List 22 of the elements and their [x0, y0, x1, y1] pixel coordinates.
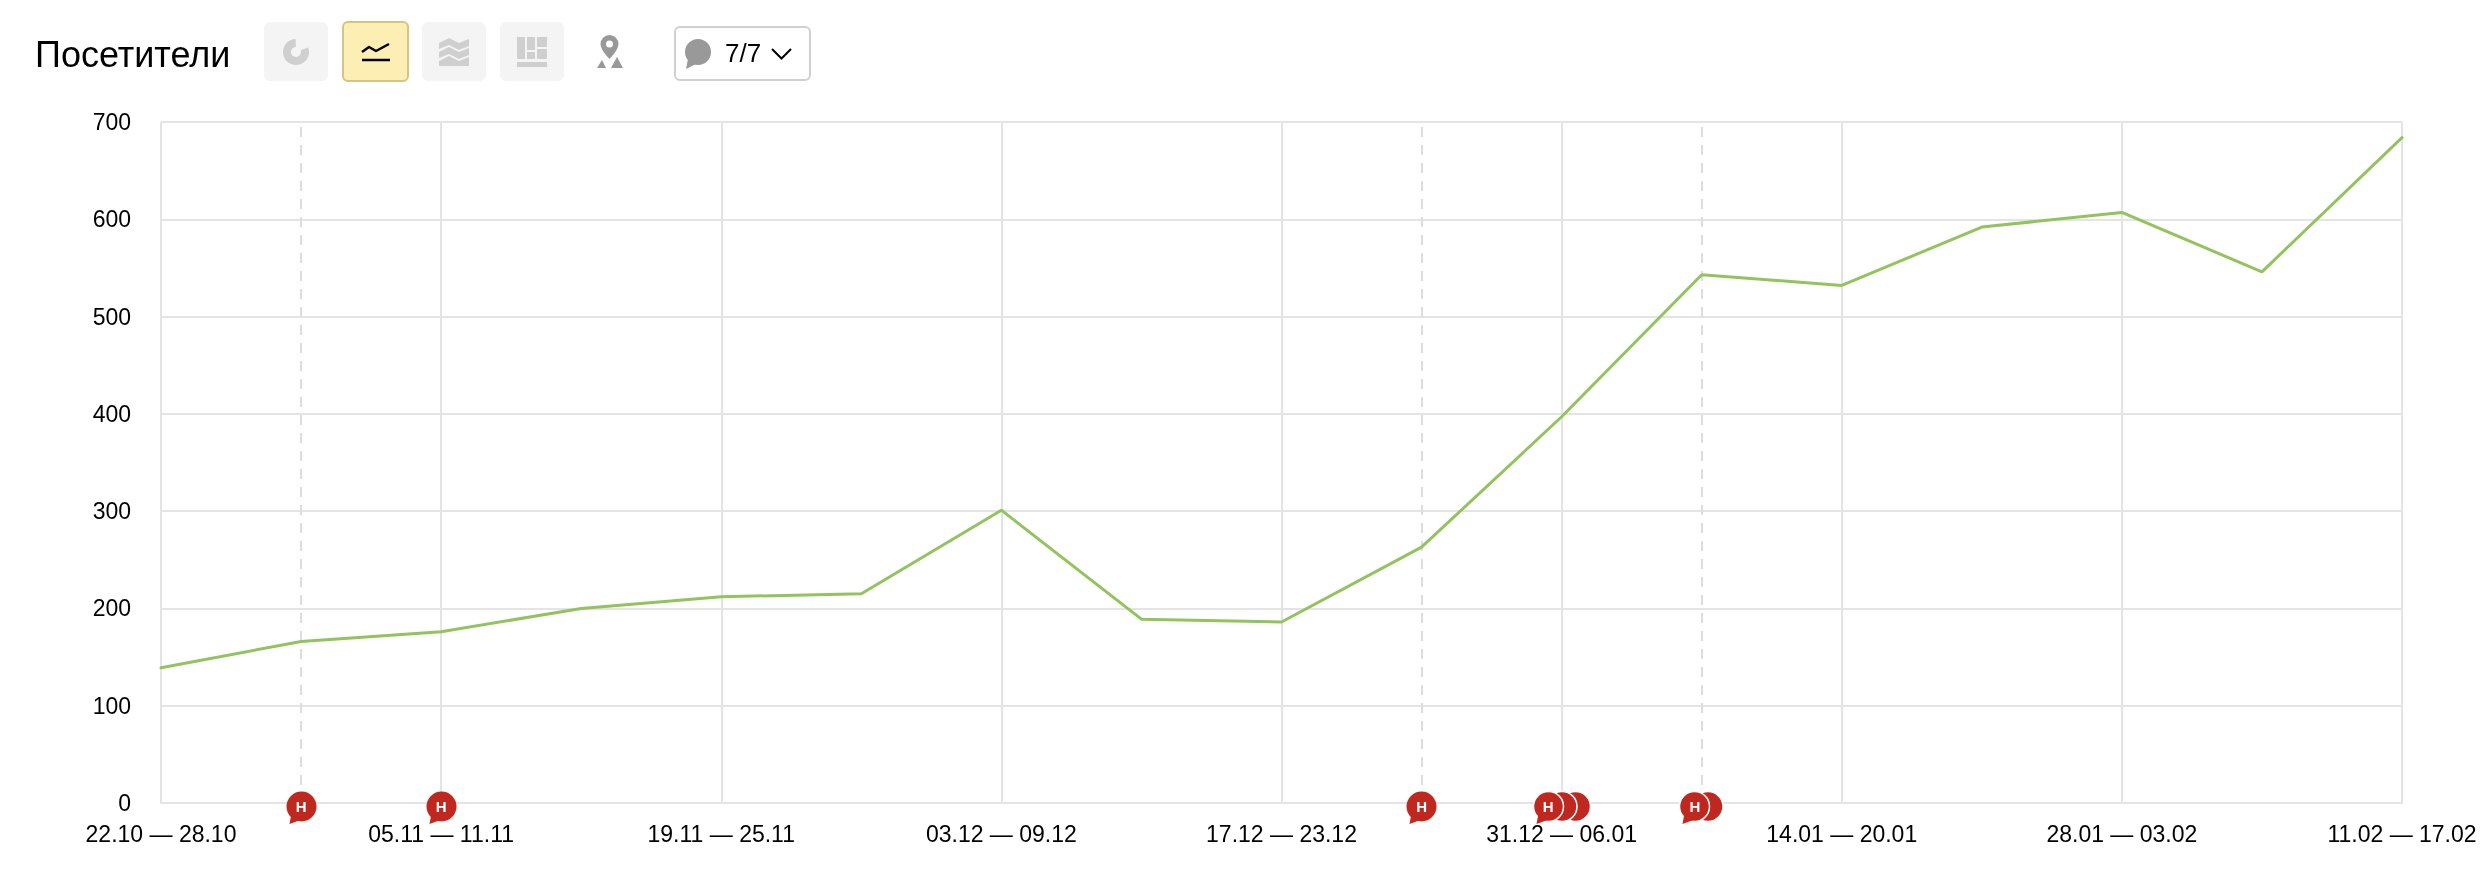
x-tick-label: 05.11 — 11.11: [368, 820, 515, 847]
y-tick-label: 0: [118, 790, 131, 816]
y-tick-label: 400: [92, 400, 131, 427]
x-tick-label: 28.01 — 03.02: [2046, 820, 2198, 847]
x-tick-label: 11.02 — 17.02: [2327, 820, 2477, 847]
x-tick-label: 17.12 — 23.12: [1206, 820, 1357, 847]
line-series: [159, 136, 2404, 670]
x-tick-label: 22.10 — 28.10: [85, 820, 237, 847]
y-tick-label: 500: [92, 303, 131, 330]
x-tick-label: 19.11 — 25.11: [647, 820, 795, 847]
y-tick-label: 300: [92, 498, 131, 525]
dropdown: 7/7: [674, 26, 811, 81]
y-tick-label: 100: [92, 692, 131, 719]
y-tick-label: 600: [92, 206, 131, 233]
y-tick-label: 200: [92, 595, 131, 622]
x-tick-label: 14.01 — 20.01: [1766, 820, 1918, 847]
annotation: Н: [1532, 790, 1564, 822]
x-tick-label: 31.12 — 06.01: [1486, 820, 1638, 847]
y-tick-label: 700: [92, 109, 131, 135]
x-tick-label: 03.12 — 09.12: [925, 820, 1077, 847]
chart-title: Посетители: [35, 33, 231, 75]
annotation: Н: [1679, 790, 1711, 822]
